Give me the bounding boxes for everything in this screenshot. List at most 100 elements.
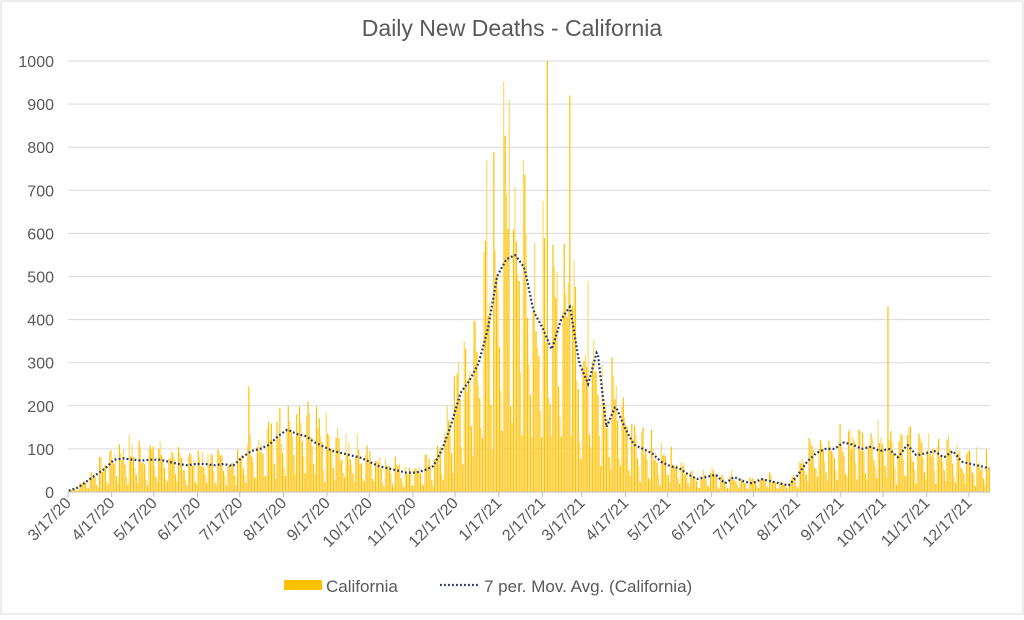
bar: [176, 482, 177, 492]
bar: [655, 453, 656, 492]
bar: [837, 480, 838, 492]
bar: [323, 470, 324, 492]
bar: [855, 463, 856, 492]
bar: [647, 460, 648, 492]
bar: [105, 465, 106, 492]
bar: [283, 468, 284, 492]
bar: [873, 460, 874, 492]
bar: [423, 485, 424, 492]
bar: [112, 460, 113, 492]
bar: [417, 472, 418, 492]
bar: [809, 438, 810, 492]
bar: [499, 347, 500, 492]
bar: [642, 427, 643, 492]
bar: [983, 478, 984, 492]
bar: [841, 445, 842, 492]
bar: [319, 418, 320, 492]
bar: [367, 445, 368, 492]
bar: [430, 466, 431, 492]
bar: [883, 449, 884, 492]
bar: [313, 464, 314, 492]
bar: [941, 457, 942, 492]
bar: [410, 471, 411, 492]
bar: [314, 475, 315, 492]
bar: [119, 444, 120, 492]
bar: [603, 404, 604, 492]
bar: [678, 479, 679, 492]
bar: [854, 441, 855, 492]
bar: [231, 463, 232, 492]
bar: [469, 371, 470, 492]
bar: [285, 476, 286, 492]
bar: [154, 466, 155, 492]
bar: [306, 416, 307, 492]
bar: [783, 485, 784, 492]
bar: [300, 423, 301, 492]
legend-swatch-california: [284, 580, 322, 590]
bar: [238, 462, 239, 492]
bar: [431, 480, 432, 492]
bar: [758, 488, 759, 492]
bar: [935, 484, 936, 492]
bar: [633, 439, 634, 492]
chart-title: Daily New Deaths - California: [362, 15, 663, 41]
bar: [326, 413, 327, 492]
bar: [766, 486, 767, 492]
bar: [682, 466, 683, 492]
bar: [973, 474, 974, 492]
bar: [538, 356, 539, 492]
bar: [206, 483, 207, 492]
y-tick-label: 700: [27, 183, 54, 200]
bar: [972, 472, 973, 492]
bar: [137, 483, 138, 492]
bar: [649, 480, 650, 492]
bar: [310, 437, 311, 492]
y-tick-label: 100: [27, 442, 54, 459]
bar: [530, 395, 531, 492]
bar: [247, 445, 248, 492]
bar: [227, 465, 228, 492]
bar: [801, 459, 802, 492]
bar: [580, 459, 581, 492]
bar: [759, 480, 760, 492]
bar: [396, 465, 397, 492]
bar: [548, 398, 549, 492]
bar: [303, 457, 304, 492]
bar: [164, 468, 165, 492]
bar: [359, 465, 360, 492]
bar: [141, 462, 142, 492]
y-tick-label: 300: [27, 356, 54, 373]
bar: [216, 486, 217, 492]
bar: [486, 160, 487, 492]
bar: [157, 482, 158, 492]
bar: [527, 318, 528, 492]
bar: [592, 362, 593, 492]
bar: [823, 449, 824, 492]
bar: [620, 466, 621, 492]
bar: [738, 488, 739, 492]
bar: [489, 302, 490, 492]
bar: [666, 473, 667, 492]
bar: [775, 482, 776, 492]
bar: [99, 457, 100, 492]
bar: [866, 479, 867, 492]
bar: [334, 480, 335, 492]
bar: [437, 446, 438, 492]
bar: [155, 476, 156, 492]
bar: [786, 488, 787, 492]
bar: [144, 464, 145, 492]
bar: [262, 454, 263, 492]
bar: [307, 401, 308, 492]
bar: [838, 443, 839, 492]
bar: [848, 431, 849, 492]
bar: [641, 432, 642, 492]
bar: [409, 468, 410, 492]
bar: [966, 454, 967, 492]
bar: [779, 481, 780, 492]
bar: [291, 430, 292, 492]
bar: [686, 472, 687, 492]
bar: [589, 435, 590, 492]
bar: [894, 468, 895, 492]
bar: [578, 389, 579, 492]
bar: [617, 420, 618, 492]
